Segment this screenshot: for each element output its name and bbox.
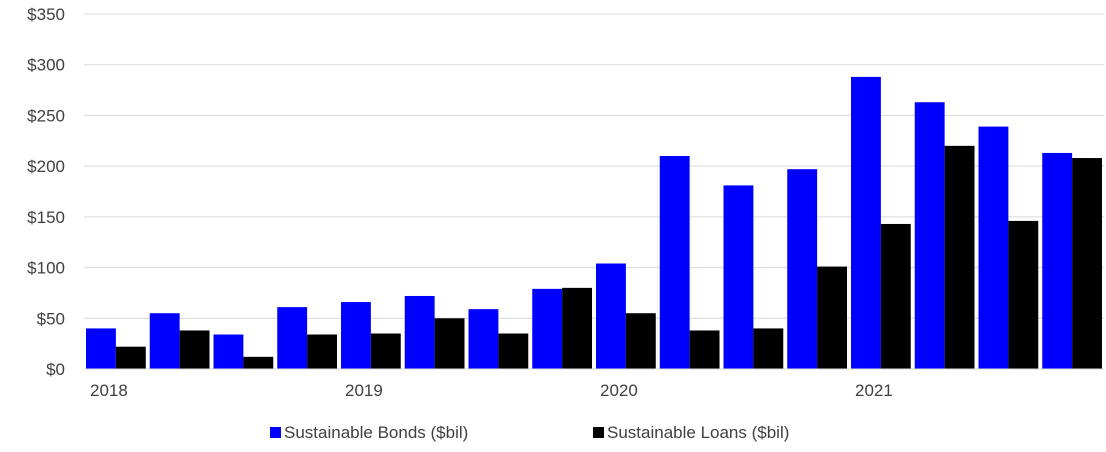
legend-label-bonds: Sustainable Bonds ($bil) [284, 423, 468, 442]
bar-sustainable-bonds [1042, 152, 1073, 369]
y-axis-tick-labels: $0 $50 $100 $150 $200 $250 $300 $350 [27, 5, 65, 379]
bar-sustainable-bonds [914, 102, 945, 370]
bar-sustainable-bonds [468, 309, 499, 369]
bar-sustainable-bonds [596, 263, 626, 369]
bar-sustainable-bonds [86, 328, 116, 369]
x-tick-label: 2018 [90, 381, 128, 400]
legend-label-loans: Sustainable Loans ($bil) [607, 423, 789, 442]
bar-sustainable-loans [115, 346, 146, 369]
bars [86, 76, 1103, 370]
bar-sustainable-bonds [532, 288, 563, 369]
legend-swatch-loans [593, 427, 604, 438]
bar-sustainable-bonds [851, 76, 881, 369]
bar-sustainable-loans [753, 328, 784, 369]
bar-sustainable-loans [498, 333, 529, 369]
bar-sustainable-loans [625, 313, 656, 369]
bar-sustainable-loans [434, 318, 465, 369]
gridlines [84, 13, 1104, 319]
bar-sustainable-loans [880, 223, 911, 369]
bar-sustainable-loans [307, 334, 338, 369]
legend: Sustainable Bonds ($bil) Sustainable Loan… [270, 423, 789, 442]
bar-sustainable-bonds [149, 313, 180, 369]
x-tick-label: 2021 [855, 381, 893, 400]
x-tick-label: 2019 [345, 381, 383, 400]
bar-sustainable-bonds [659, 156, 690, 369]
y-tick-label: $350 [27, 5, 65, 24]
bar-sustainable-loans [1008, 220, 1039, 369]
bar-sustainable-bonds [978, 126, 1009, 369]
y-tick-label: $50 [37, 309, 65, 328]
bar-sustainable-loans [817, 266, 848, 369]
y-tick-label: $250 [27, 106, 65, 125]
bar-sustainable-loans [243, 356, 274, 369]
bar-sustainable-loans [562, 287, 593, 369]
bar-sustainable-bonds [341, 302, 371, 369]
bar-sustainable-loans [370, 333, 401, 369]
bar-sustainable-loans [944, 145, 975, 369]
x-tick-label: 2020 [600, 381, 638, 400]
y-tick-label: $100 [27, 259, 65, 278]
y-tick-label: $150 [27, 208, 65, 227]
y-tick-label: $0 [46, 360, 65, 379]
y-tick-label: $300 [27, 56, 65, 75]
bar-sustainable-bonds [787, 169, 818, 369]
bar-sustainable-bonds [723, 185, 754, 369]
bar-sustainable-bonds [213, 334, 244, 369]
bar-sustainable-loans [179, 330, 210, 369]
x-axis-tick-labels: 2018 2019 2020 2021 [90, 381, 893, 400]
legend-swatch-bonds [270, 427, 281, 438]
y-tick-label: $200 [27, 157, 65, 176]
bar-sustainable-loans [689, 330, 720, 369]
bar-sustainable-bonds [404, 295, 435, 369]
bar-sustainable-loans [1072, 158, 1103, 369]
bar-sustainable-bonds [277, 307, 308, 369]
